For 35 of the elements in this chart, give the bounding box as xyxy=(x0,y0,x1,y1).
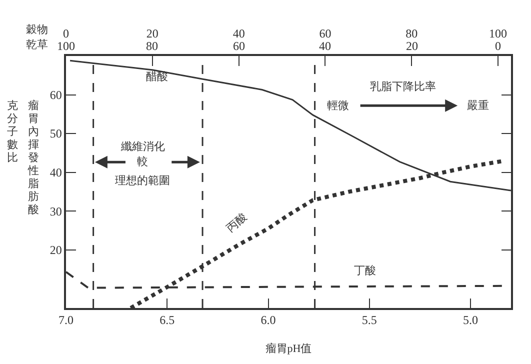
y-tick-label: 60 xyxy=(50,88,62,102)
y-tick-label: 30 xyxy=(50,204,62,218)
y-tick-label: 50 xyxy=(50,126,62,141)
annotation: 纖維消化 xyxy=(120,140,165,153)
annotation: 嚴重 xyxy=(467,99,489,112)
annotation: 丙酸 xyxy=(224,211,250,235)
text: 60 xyxy=(233,39,245,53)
text: 瘤胃內揮發性脂肪酸克分子數比 xyxy=(7,100,39,216)
x-tick-label: 5.0 xyxy=(463,313,478,328)
x-tick-label: 5.5 xyxy=(362,313,377,328)
x2-tick-label: 80 xyxy=(406,26,418,41)
annotation: 輕微 xyxy=(327,100,349,112)
x2-axis-title: 穀物 xyxy=(26,23,48,36)
x-tick-label: 6.0 xyxy=(260,313,276,328)
y-tick-label: 40 xyxy=(50,166,62,180)
x2-tick-label: 100 xyxy=(489,26,508,41)
text: 20 xyxy=(406,39,418,53)
x2-tick-label: 40 xyxy=(232,26,245,41)
y-tick-label: 20 xyxy=(50,243,62,258)
x-tick-label: 6.5 xyxy=(160,313,175,328)
annotation: 理想的範圍 xyxy=(115,174,170,187)
text: 80 xyxy=(146,39,158,53)
text: 乾草 xyxy=(26,38,48,51)
x2-tick-label: 0 xyxy=(63,26,69,41)
x2-tick-label: 60 xyxy=(319,26,332,41)
x-tick-label: 7.0 xyxy=(58,313,74,328)
annotation: 醋酸 xyxy=(146,71,168,83)
text: 0 xyxy=(495,39,501,53)
text: 40 xyxy=(319,39,331,53)
x-axis-title: 瘤胃pH值 xyxy=(265,342,312,355)
annotation: 乳脂下降比率 xyxy=(370,80,436,93)
annotation: 丁酸 xyxy=(354,265,376,277)
text: 100 xyxy=(57,39,75,53)
annotation: 較 xyxy=(137,156,148,168)
x2-tick-label: 20 xyxy=(146,26,158,41)
